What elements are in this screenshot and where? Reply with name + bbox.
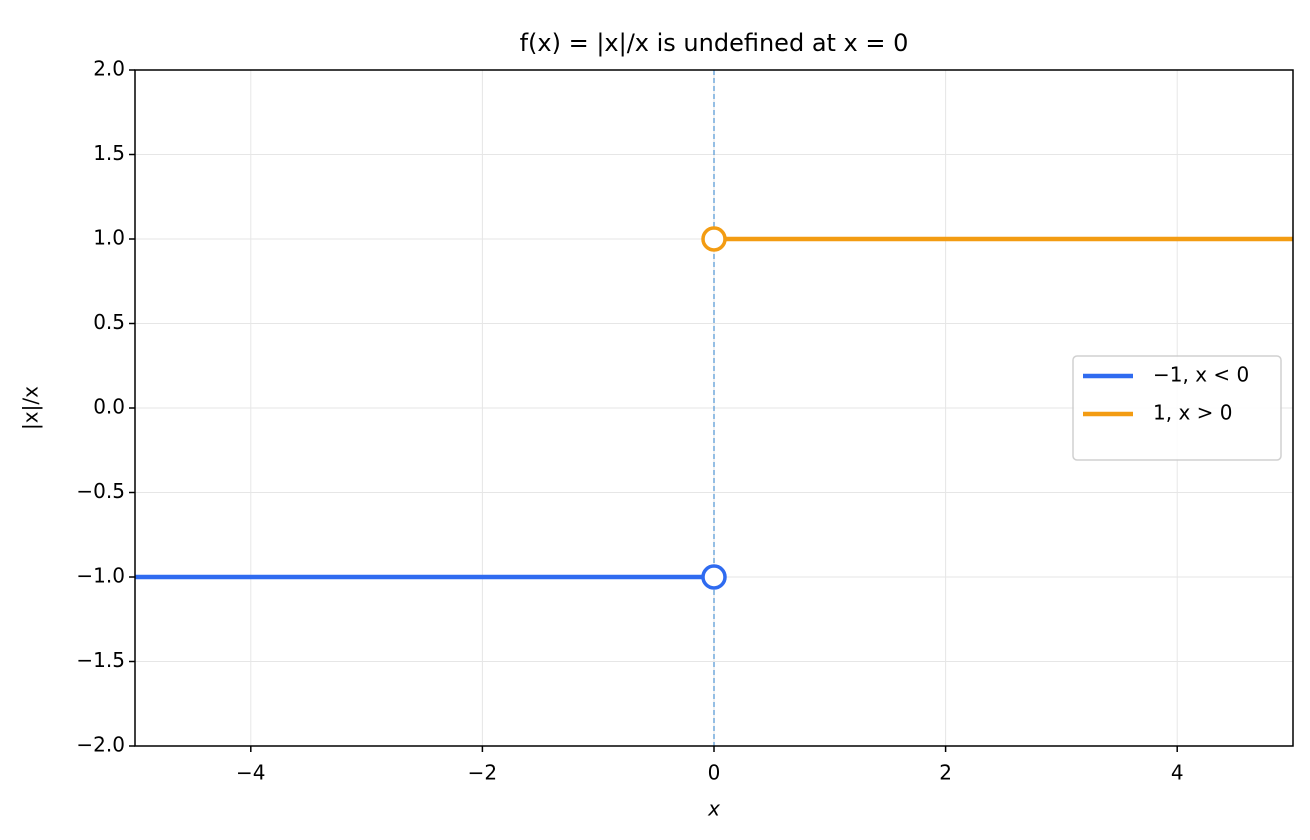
- y-tick-label: −1.0: [76, 564, 125, 588]
- plot-frame: [134, 69, 1294, 747]
- x-tick-label: −2: [468, 761, 497, 785]
- x-tick-label: −4: [236, 761, 265, 785]
- y-tick-label: 2.0: [93, 57, 125, 81]
- open-point: [701, 226, 727, 252]
- legend-label: −1, x < 0: [1153, 363, 1249, 387]
- x-axis-label: x: [707, 797, 720, 821]
- legend-box: [1072, 355, 1282, 461]
- y-tick-label: −0.5: [76, 479, 125, 503]
- y-tick-label: −2.0: [76, 733, 125, 757]
- x-tick-label: 4: [1171, 761, 1184, 785]
- y-tick-label: 1.0: [93, 226, 125, 250]
- y-tick-label: 0.0: [93, 395, 125, 419]
- x-tick-label: 2: [939, 761, 952, 785]
- legend-label: 1, x > 0: [1153, 401, 1232, 425]
- y-tick-label: −1.5: [76, 648, 125, 672]
- open-point: [701, 564, 727, 590]
- x-tick-label: 0: [708, 761, 721, 785]
- y-tick-label: 1.5: [93, 141, 125, 165]
- y-tick-label: 0.5: [93, 310, 125, 334]
- chart-title: f(x) = |x|/x is undefined at x = 0: [520, 29, 909, 57]
- y-axis-label: |x|/x: [19, 386, 43, 430]
